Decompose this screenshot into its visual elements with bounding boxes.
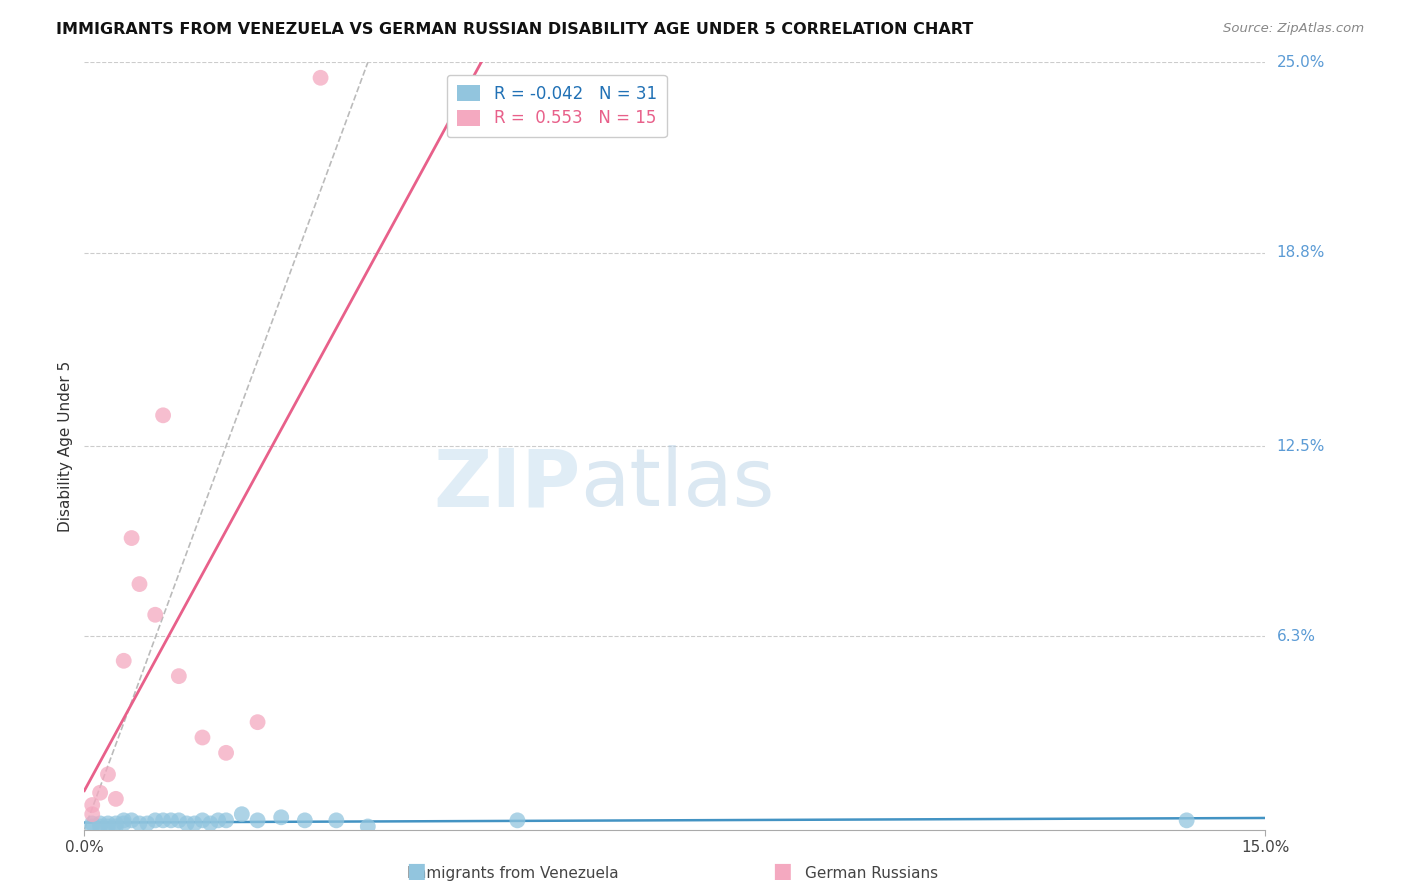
Point — [82, 816, 104, 830]
Point — [89, 820, 111, 834]
Point — [191, 731, 214, 745]
Text: 18.8%: 18.8% — [1277, 245, 1324, 260]
Point — [167, 669, 190, 683]
Text: ZIP: ZIP — [433, 445, 581, 524]
Point — [97, 820, 120, 834]
Point — [121, 814, 143, 828]
Point — [82, 807, 104, 822]
Point — [183, 816, 205, 830]
Point — [152, 409, 174, 423]
Text: ■: ■ — [772, 862, 792, 881]
Point — [82, 797, 104, 812]
Point — [104, 792, 127, 806]
Point — [309, 70, 332, 85]
Point — [89, 786, 111, 800]
Y-axis label: Disability Age Under 5: Disability Age Under 5 — [58, 360, 73, 532]
Point — [1175, 814, 1198, 828]
Point — [270, 810, 292, 824]
Legend: R = -0.042   N = 31, R =  0.553   N = 15: R = -0.042 N = 31, R = 0.553 N = 15 — [447, 75, 666, 137]
Point — [215, 814, 238, 828]
Point — [112, 654, 135, 668]
Point — [325, 814, 347, 828]
Point — [143, 607, 166, 622]
Point — [191, 814, 214, 828]
Point — [143, 814, 166, 828]
Text: IMMIGRANTS FROM VENEZUELA VS GERMAN RUSSIAN DISABILITY AGE UNDER 5 CORRELATION C: IMMIGRANTS FROM VENEZUELA VS GERMAN RUSS… — [56, 22, 973, 37]
Point — [128, 816, 150, 830]
Point — [128, 577, 150, 591]
Point — [506, 814, 529, 828]
Point — [104, 820, 127, 834]
Point — [112, 814, 135, 828]
Point — [207, 814, 229, 828]
Point — [152, 814, 174, 828]
Point — [231, 807, 253, 822]
Text: Immigrants from Venezuela: Immigrants from Venezuela — [408, 866, 619, 881]
Point — [104, 816, 127, 830]
Point — [167, 814, 190, 828]
Text: ■: ■ — [406, 862, 426, 881]
Point — [176, 816, 198, 830]
Text: 25.0%: 25.0% — [1277, 55, 1324, 70]
Point — [200, 816, 222, 830]
Point — [97, 767, 120, 781]
Point — [246, 814, 269, 828]
Point — [97, 816, 120, 830]
Point — [112, 816, 135, 830]
Point — [357, 820, 380, 834]
Text: German Russians: German Russians — [806, 866, 938, 881]
Text: 12.5%: 12.5% — [1277, 439, 1324, 453]
Point — [136, 816, 159, 830]
Point — [160, 814, 183, 828]
Point — [215, 746, 238, 760]
Point — [294, 814, 316, 828]
Point — [82, 820, 104, 834]
Point — [89, 816, 111, 830]
Text: atlas: atlas — [581, 445, 775, 524]
Point — [121, 531, 143, 545]
Point — [246, 715, 269, 730]
Text: 6.3%: 6.3% — [1277, 629, 1316, 644]
Text: Source: ZipAtlas.com: Source: ZipAtlas.com — [1223, 22, 1364, 36]
